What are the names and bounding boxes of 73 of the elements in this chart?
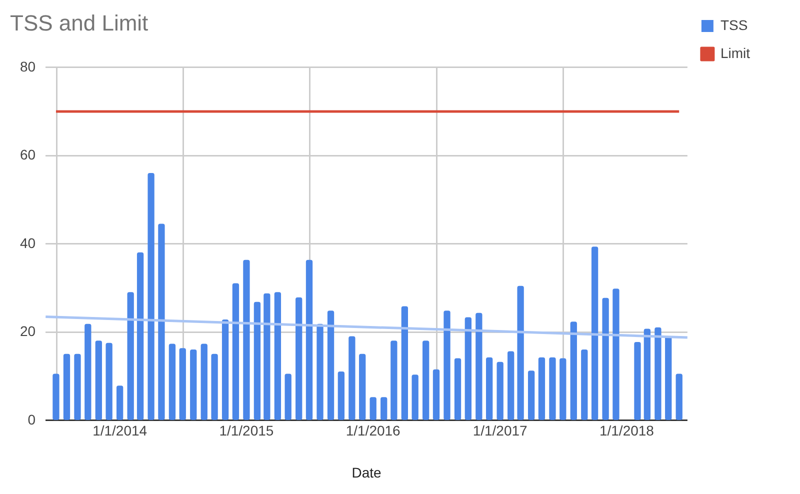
bar xyxy=(63,354,70,420)
bar xyxy=(676,374,682,420)
bar xyxy=(602,298,609,420)
bar xyxy=(327,310,334,420)
x-tick-label: 1/1/2014 xyxy=(92,422,148,439)
bar xyxy=(644,328,651,420)
legend-label: Limit xyxy=(720,44,750,61)
bar xyxy=(84,324,92,420)
bar xyxy=(296,297,302,420)
bar xyxy=(612,288,620,420)
bar xyxy=(338,372,345,420)
bar xyxy=(581,349,588,420)
bar xyxy=(412,374,418,420)
bar xyxy=(665,336,672,420)
bar xyxy=(359,354,366,420)
bar xyxy=(222,319,229,420)
bar xyxy=(464,317,472,420)
bar xyxy=(127,292,134,420)
bar xyxy=(390,340,398,420)
bar xyxy=(254,302,261,420)
bar xyxy=(496,362,504,420)
bar xyxy=(52,374,60,420)
bar xyxy=(370,397,376,420)
bar xyxy=(486,357,493,420)
bar xyxy=(243,260,250,420)
bar xyxy=(106,342,112,420)
chart-title: TSS and Limit xyxy=(10,10,148,36)
bar xyxy=(560,358,566,420)
bar xyxy=(116,386,124,420)
bar xyxy=(284,374,292,420)
y-tick-label: 80 xyxy=(20,58,36,74)
bar xyxy=(306,260,313,420)
bar xyxy=(200,344,208,420)
x-tick-label: 1/1/2015 xyxy=(219,422,274,439)
legend-label: TSS xyxy=(720,16,748,33)
bar xyxy=(168,344,176,420)
bar xyxy=(570,322,577,420)
bar xyxy=(148,172,154,420)
bar xyxy=(380,397,388,420)
bar xyxy=(136,252,144,420)
bar xyxy=(211,354,218,420)
y-tick-label: 20 xyxy=(20,323,36,340)
bar xyxy=(454,358,462,420)
bar xyxy=(95,340,102,420)
bar xyxy=(264,293,270,420)
y-tick-label: 60 xyxy=(20,146,36,163)
x-tick-label: 1/1/2017 xyxy=(472,422,528,439)
bar xyxy=(74,354,81,420)
bar xyxy=(538,357,546,420)
bar xyxy=(654,327,662,420)
y-tick-label: 40 xyxy=(20,234,36,251)
x-tick-label: 1/1/2018 xyxy=(599,422,654,439)
x-tick-label: 1/1/2016 xyxy=(346,422,401,439)
y-tick-label: 0 xyxy=(28,411,36,428)
bar xyxy=(158,224,165,420)
bar xyxy=(528,370,535,420)
bar xyxy=(517,286,524,420)
bar xyxy=(444,310,450,420)
x-axis-title: Date xyxy=(352,464,382,480)
bar xyxy=(401,306,408,420)
bar xyxy=(190,349,197,420)
bar xyxy=(232,283,240,420)
bar xyxy=(634,342,641,420)
bar xyxy=(316,324,324,420)
bar xyxy=(549,357,556,420)
bar xyxy=(422,340,430,420)
bar xyxy=(591,246,598,420)
bar xyxy=(432,369,440,420)
bar xyxy=(179,348,186,420)
bar xyxy=(348,336,356,420)
bar xyxy=(476,312,482,420)
bar xyxy=(508,351,514,420)
bar xyxy=(274,292,282,420)
